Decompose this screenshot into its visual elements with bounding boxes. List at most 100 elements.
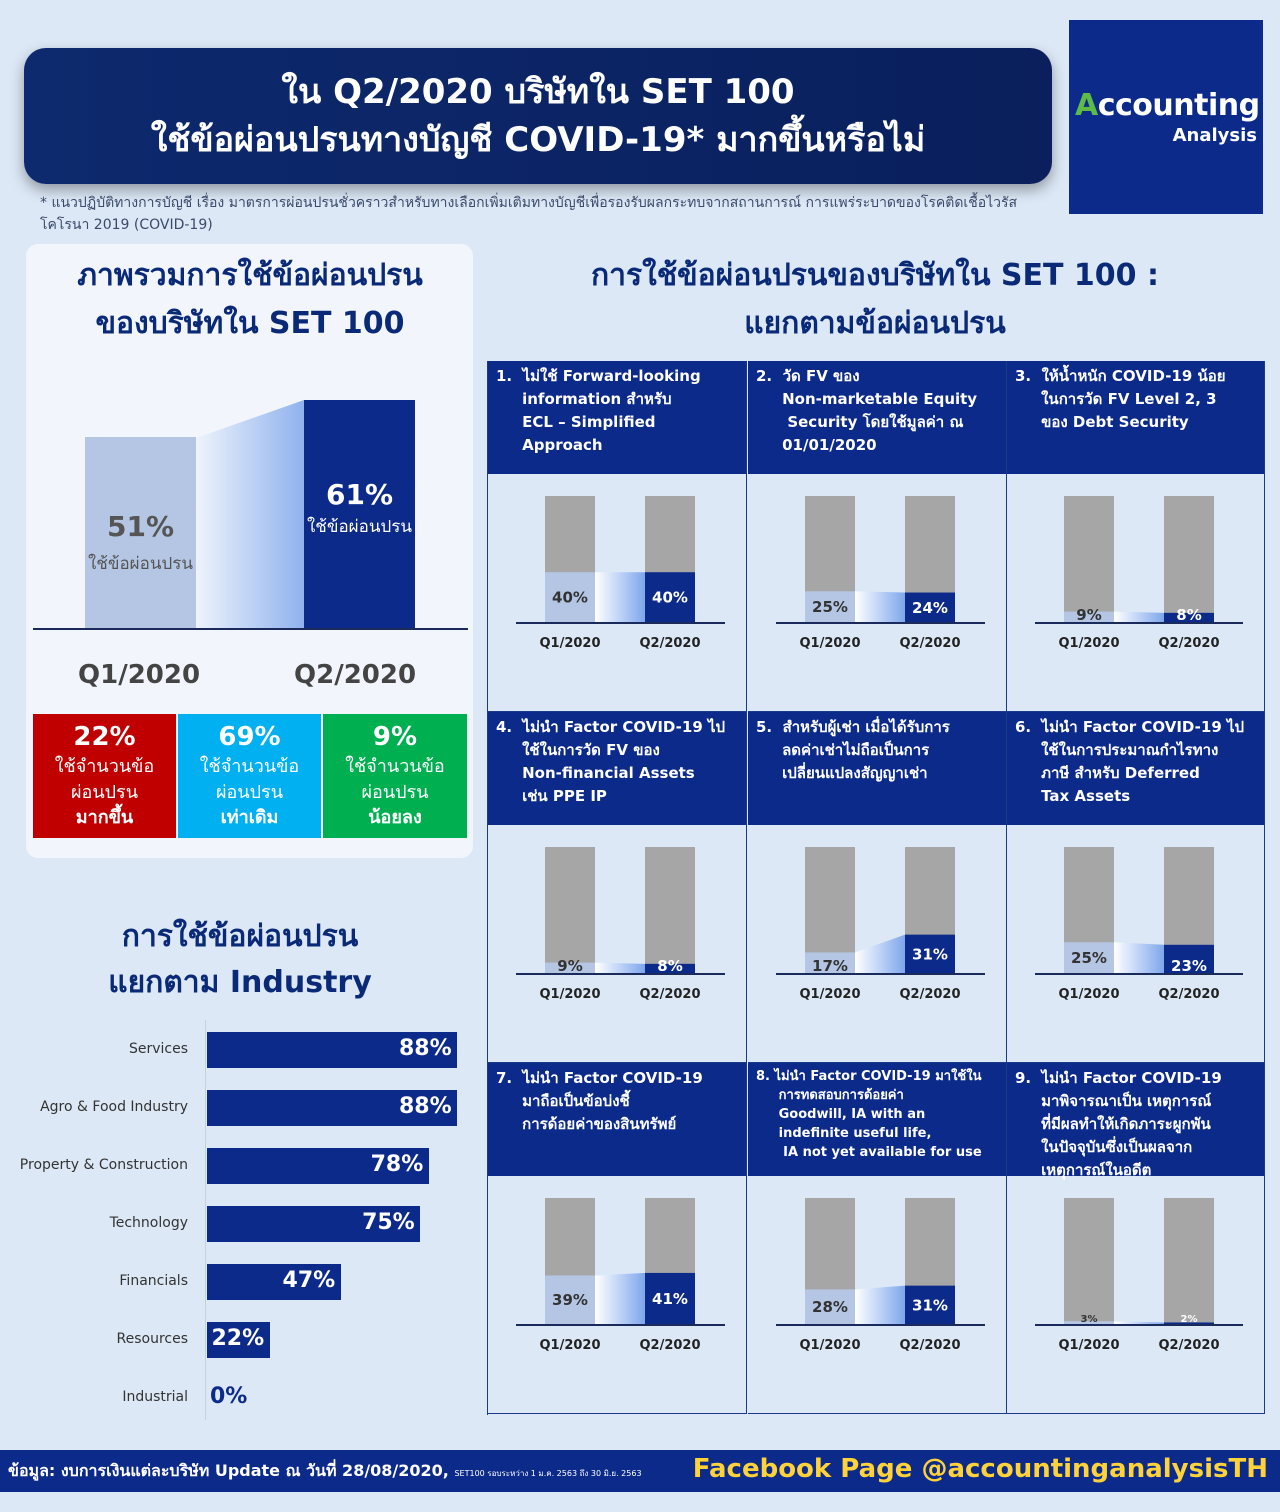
bar-connector bbox=[855, 1285, 905, 1325]
bar-value-q2 bbox=[645, 572, 695, 623]
relief-panel-chart: 39% 41% Q1/2020 Q2/2020 bbox=[516, 1198, 725, 1353]
overview-bar-q1 bbox=[85, 437, 196, 628]
bar-value-q2 bbox=[1164, 1322, 1214, 1325]
data-label-q2: 8% bbox=[657, 957, 682, 975]
relief-panel-4: 4. ไม่นำ Factor COVID-19 ไป ใช้ในการวัด … bbox=[488, 712, 747, 1063]
bar-connector bbox=[1114, 611, 1164, 623]
data-label-q1: 39% bbox=[552, 1291, 588, 1309]
footer: ข้อมูล: งบการเงินแต่ละบริษัท Update ณ วั… bbox=[0, 1450, 1280, 1492]
industry-label: Property & Construction bbox=[19, 1157, 188, 1173]
industry-bar bbox=[207, 1206, 421, 1242]
relief-panel-title: 6. ไม่นำ Factor COVID-19 ไป ใช้ในการประม… bbox=[1007, 712, 1264, 825]
relief-panel-3: 3. ให้น้ำหนัก COVID-19 น้อย ในการวัด FV … bbox=[1007, 361, 1265, 712]
tick-label-q1: Q1/2020 bbox=[1058, 987, 1119, 1002]
relief-panel-9: 9. ไม่นำ Factor COVID-19 มาพิจารณาเป็น เ… bbox=[1007, 1063, 1265, 1414]
industry-value: 22% bbox=[211, 1326, 265, 1351]
tick-label-q1: Q1/2020 bbox=[1058, 636, 1119, 651]
relief-panel-chart: 25% 23% Q1/2020 Q2/2020 bbox=[1035, 847, 1243, 1002]
grid-left-border bbox=[487, 361, 488, 1415]
bar-value-q1 bbox=[545, 962, 595, 974]
bar-total-q2 bbox=[1164, 496, 1214, 623]
bar-value-q2 bbox=[905, 592, 955, 623]
bar-total-q1 bbox=[1064, 1198, 1114, 1325]
relief-panel-chart: 9% 8% Q1/2020 Q2/2020 bbox=[516, 847, 725, 1002]
tick-label-q1: Q1/2020 bbox=[799, 1338, 860, 1353]
accounting-analysis-logo: Accounting Analysis bbox=[1069, 20, 1263, 214]
tick-label-q2: Q2/2020 bbox=[1158, 1338, 1219, 1353]
bar-connector bbox=[1114, 942, 1164, 974]
industry-label: Services bbox=[128, 1041, 188, 1057]
industry-bar bbox=[207, 1148, 429, 1184]
industry-label: Financials bbox=[119, 1273, 188, 1289]
industry-title: การใช้ข้อผ่อนปรน แยกตาม Industry bbox=[108, 919, 372, 1000]
facebook-page-link[interactable]: Facebook Page @accountinganalysisTH bbox=[692, 1454, 1268, 1484]
relief-panel-1: 1. ไม่ใช้ Forward-looking information สำ… bbox=[488, 361, 747, 712]
footer-source: ข้อมูล: งบการเงินแต่ละบริษัท Update ณ วั… bbox=[8, 1461, 642, 1480]
industry-value: 88% bbox=[399, 1094, 452, 1119]
bar-value-q2 bbox=[905, 1285, 955, 1325]
bar-connector bbox=[595, 572, 645, 623]
tick-label-q1: Q1/2020 bbox=[799, 636, 860, 651]
relief-panel-title: 9. ไม่นำ Factor COVID-19 มาพิจารณาเป็น เ… bbox=[1007, 1063, 1264, 1179]
main-title-line1: ใน Q2/2020 บริษัทใน SET 100 bbox=[281, 72, 795, 112]
relief-panel-title: 5. สำหรับผู้เช่า เมื่อได้รับการ ลดค่าเช่… bbox=[748, 712, 1006, 825]
relief-panel-chart: 28% 31% Q1/2020 Q2/2020 bbox=[776, 1198, 985, 1353]
bar-value-q1 bbox=[545, 1275, 595, 1325]
data-label-q2: 24% bbox=[912, 599, 948, 617]
data-label-q1: 9% bbox=[1076, 606, 1101, 624]
overview-bar-q2 bbox=[304, 400, 415, 628]
data-label-q2: 31% bbox=[912, 1296, 948, 1314]
industry-value: 75% bbox=[362, 1210, 415, 1235]
industry-bar bbox=[207, 1264, 341, 1300]
tick-label-q2: Q2/2020 bbox=[1158, 987, 1219, 1002]
summary-more: 22% ใช้จำนวนข้อ ผ่อนปรน มากขึ้น bbox=[33, 714, 176, 838]
bar-total-q1 bbox=[545, 847, 595, 974]
footnote: * แนวปฏิบัติทางการบัญชี เรื่อง มาตรการผ่… bbox=[40, 195, 1018, 233]
summary-less: 9% ใช้จำนวนข้อ ผ่อนปรน น้อยลง bbox=[323, 714, 467, 838]
industry-bar bbox=[207, 1090, 457, 1126]
relief-panel-6: 6. ไม่นำ Factor COVID-19 ไป ใช้ในการประม… bbox=[1007, 712, 1265, 1063]
industry-bar bbox=[207, 1322, 270, 1358]
relief-panel-chart: 25% 24% Q1/2020 Q2/2020 bbox=[776, 496, 985, 651]
relief-panel-title: 1. ไม่ใช้ Forward-looking information สำ… bbox=[488, 361, 746, 474]
data-label-q1: 3% bbox=[1081, 1314, 1098, 1325]
industry-value: 0% bbox=[210, 1384, 248, 1409]
data-label-q2: 23% bbox=[1171, 957, 1207, 975]
industry-label: Industrial bbox=[122, 1389, 188, 1405]
tick-label-q1: Q1/2020 bbox=[539, 1338, 600, 1353]
bar-connector bbox=[595, 962, 645, 974]
relief-panel-title: 2. วัด FV ของ Non-marketable Equity Secu… bbox=[748, 361, 1006, 474]
bar-value-q2 bbox=[905, 934, 955, 974]
bar-value-q1 bbox=[1064, 942, 1114, 974]
overview-q2-pct: 61% bbox=[325, 478, 394, 511]
bar-connector bbox=[855, 934, 905, 974]
overview-connector bbox=[196, 400, 304, 630]
industry-value: 47% bbox=[282, 1268, 336, 1293]
relief-panel-8: 8. ไม่นำ Factor COVID-19 มาใช้ใน การทดสอ… bbox=[748, 1063, 1007, 1414]
bar-value-q1 bbox=[545, 572, 595, 623]
bar-connector bbox=[855, 591, 905, 623]
relief-panel-chart: 40% 40% Q1/2020 Q2/2020 bbox=[516, 496, 725, 651]
relief-panel-title: 7. ไม่นำ Factor COVID-19 มาถือเป็นข้อบ่ง… bbox=[488, 1063, 746, 1176]
tick-label-q1: Q1/2020 bbox=[539, 636, 600, 651]
bar-connector bbox=[595, 1272, 645, 1325]
data-label-q2: 2% bbox=[1181, 1314, 1198, 1325]
data-label-q1: 9% bbox=[557, 957, 582, 975]
overview-q2-text: ใช้ข้อผ่อนปรน bbox=[306, 517, 412, 537]
data-label-q2: 31% bbox=[912, 945, 948, 963]
industry-value: 78% bbox=[370, 1152, 424, 1177]
tick-label-q1: Q1/2020 bbox=[1058, 1338, 1119, 1353]
tick-label-q1: Q1/2020 bbox=[799, 987, 860, 1002]
bar-value-q2 bbox=[645, 963, 695, 974]
main-title-line2: ใช้ข้อผ่อนปรนทางบัญชี COVID-19* มากขึ้นห… bbox=[150, 120, 926, 160]
bar-value-q2 bbox=[1164, 612, 1214, 623]
overview-q1-label: Q1/2020 bbox=[78, 660, 201, 690]
bar-value-q1 bbox=[1064, 1321, 1114, 1325]
bar-value-q1 bbox=[805, 591, 855, 623]
tick-label-q2: Q2/2020 bbox=[899, 636, 960, 651]
tick-label-q2: Q2/2020 bbox=[639, 1338, 700, 1353]
relief-panel-title: 3. ให้น้ำหนัก COVID-19 น้อย ในการวัด FV … bbox=[1007, 361, 1264, 474]
relief-panel-title: 4. ไม่นำ Factor COVID-19 ไป ใช้ในการวัด … bbox=[488, 712, 746, 825]
bar-total-q1 bbox=[1064, 496, 1114, 623]
overview-title: ภาพรวมการใช้ข้อผ่อนปรน ของบริษัทใน SET 1… bbox=[77, 258, 423, 341]
